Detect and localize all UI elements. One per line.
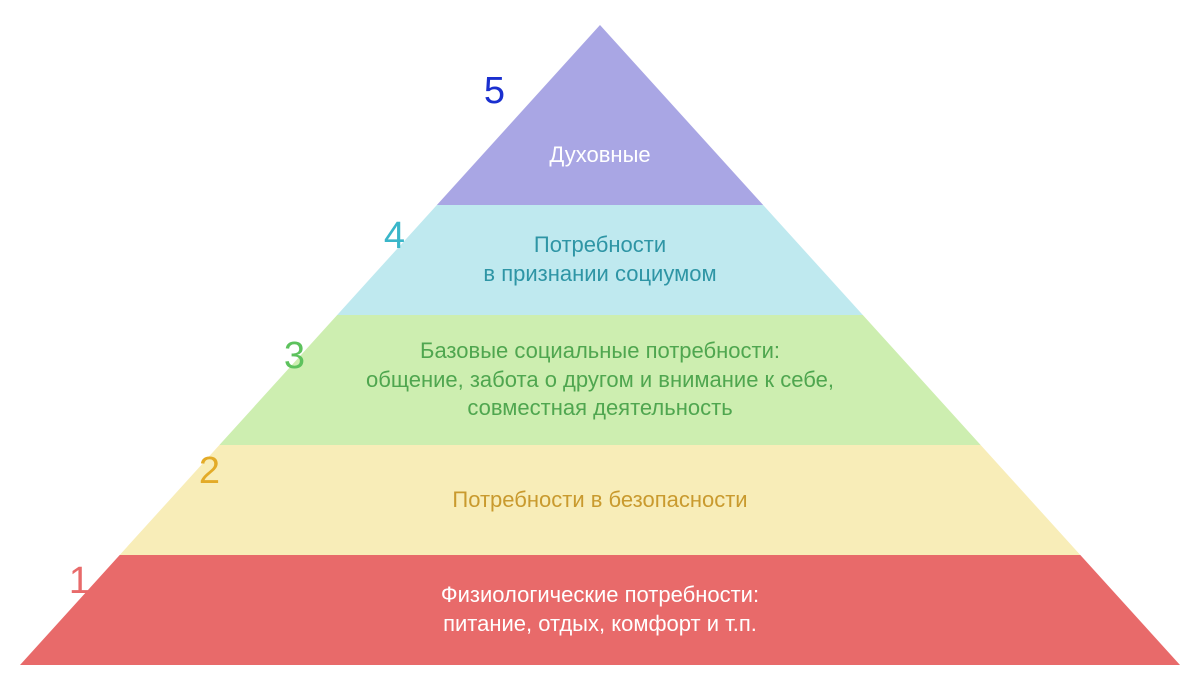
pyramid-diagram: Физиологические потребности:питание, отд… <box>0 0 1200 687</box>
level-number-5: 5 <box>445 70 505 113</box>
level-number-2: 2 <box>160 450 220 493</box>
pyramid-level-3 <box>219 315 980 445</box>
level-number-4: 4 <box>345 215 405 258</box>
pyramid-level-4 <box>337 205 863 315</box>
level-number-3: 3 <box>245 335 305 378</box>
pyramid-level-1 <box>20 555 1180 665</box>
level-number-1: 1 <box>30 560 90 603</box>
pyramid-svg <box>0 0 1200 687</box>
pyramid-level-5 <box>437 25 763 205</box>
pyramid-level-2 <box>120 445 1081 555</box>
